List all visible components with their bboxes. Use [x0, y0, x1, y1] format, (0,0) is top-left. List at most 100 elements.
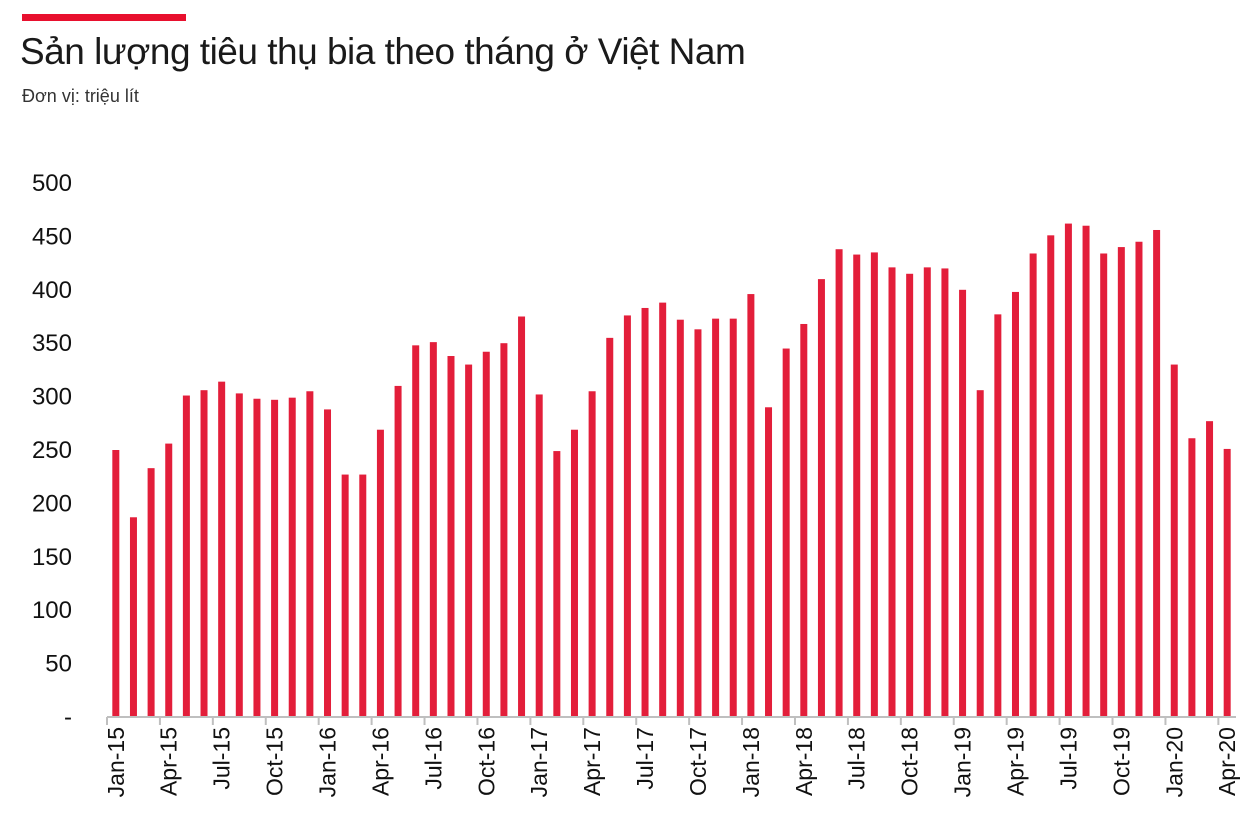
bar-Apr-17 — [588, 391, 596, 717]
x-tick-label: Jul-17 — [632, 727, 658, 790]
x-tick-label: Jan-16 — [315, 727, 341, 797]
bar-May-15 — [182, 395, 190, 717]
bar-Jul-17 — [641, 307, 649, 717]
bar-May-18 — [817, 279, 825, 717]
bar-Jul-19 — [1064, 223, 1072, 717]
bar-Jun-15 — [200, 390, 208, 717]
bar-May-17 — [606, 337, 614, 717]
bar-Apr-20 — [1223, 448, 1231, 717]
x-tick-label: Apr-18 — [791, 727, 817, 796]
accent-bar — [22, 14, 186, 21]
bar-Nov-18 — [923, 267, 931, 717]
bar-Sep-16 — [465, 364, 473, 717]
bar-Oct-15 — [271, 399, 279, 717]
bar-Mar-16 — [359, 474, 367, 717]
bar-Mar-20 — [1206, 421, 1214, 717]
bar-May-19 — [1029, 253, 1037, 718]
bar-Jan-18 — [747, 294, 755, 717]
bar-Aug-16 — [447, 356, 455, 717]
bar-Oct-19 — [1117, 247, 1125, 717]
y-tick-label: 100 — [32, 597, 72, 624]
bar-Dec-18 — [941, 268, 949, 717]
bar-Feb-18 — [765, 407, 773, 717]
bar-Feb-17 — [553, 451, 561, 717]
bar-Jul-18 — [853, 254, 861, 717]
y-tick-label: 450 — [32, 223, 72, 250]
bar-Dec-17 — [729, 318, 737, 717]
x-tick-label: Apr-20 — [1214, 727, 1240, 796]
x-tick-label: Jan-19 — [950, 727, 976, 797]
bar-Jul-15 — [218, 381, 226, 717]
y-tick-label: 250 — [32, 437, 72, 464]
x-tick-label: Apr-19 — [1002, 727, 1028, 796]
bar-Nov-16 — [500, 343, 508, 717]
bar-Mar-19 — [994, 314, 1002, 717]
bar-Sep-18 — [888, 267, 896, 717]
y-tick-label: 400 — [32, 277, 72, 304]
x-tick-label: Apr-17 — [579, 727, 605, 796]
bar-Oct-16 — [482, 351, 490, 717]
bar-May-16 — [394, 385, 402, 717]
x-tick-label: Jan-20 — [1161, 727, 1187, 797]
x-tick-label: Oct-16 — [473, 727, 499, 796]
y-tick-label: 150 — [32, 544, 72, 571]
y-tick-label: - — [64, 704, 72, 731]
bar-Apr-19 — [1011, 291, 1019, 717]
y-tick-label: 500 — [32, 170, 72, 197]
bar-Jun-18 — [835, 249, 843, 717]
x-tick-label: Jan-17 — [526, 727, 552, 797]
y-tick-label: 350 — [32, 330, 72, 357]
x-tick-label: Jul-15 — [209, 727, 235, 790]
bar-Feb-19 — [976, 390, 984, 717]
bar-series — [112, 223, 1231, 718]
bar-Feb-15 — [129, 517, 137, 717]
bar-Feb-20 — [1188, 438, 1196, 717]
x-tick-label: Oct-15 — [262, 727, 288, 796]
y-tick-label: 200 — [32, 490, 72, 517]
bar-Mar-17 — [570, 429, 578, 717]
y-tick-label: 300 — [32, 384, 72, 411]
bar-Jan-16 — [324, 409, 332, 717]
bar-Jan-20 — [1170, 364, 1178, 717]
bar-Sep-19 — [1100, 253, 1108, 718]
chart-subtitle: Đơn vị: triệu lít — [22, 86, 139, 106]
bar-Sep-15 — [253, 398, 261, 717]
bar-Apr-16 — [376, 429, 384, 717]
bar-Dec-19 — [1153, 229, 1161, 718]
x-tick-label: Oct-17 — [685, 727, 711, 796]
x-tick-label: Jul-16 — [420, 727, 446, 790]
bar-Jan-15 — [112, 450, 120, 717]
bar-Jul-16 — [429, 342, 437, 717]
bar-Nov-17 — [712, 318, 720, 717]
x-tick-label: Jul-18 — [844, 727, 870, 790]
bar-Feb-16 — [341, 474, 349, 717]
bar-Oct-18 — [906, 273, 914, 717]
bar-Apr-15 — [165, 443, 173, 717]
bar-Apr-18 — [800, 323, 808, 717]
bar-Jun-19 — [1047, 235, 1055, 717]
bar-Nov-19 — [1135, 241, 1143, 718]
bar-Nov-15 — [288, 397, 296, 717]
x-tick-label: Oct-18 — [897, 727, 923, 796]
bar-Mar-18 — [782, 348, 790, 717]
x-tick-label: Jul-19 — [1055, 727, 1081, 790]
bar-Jan-19 — [959, 289, 967, 717]
bar-Jan-17 — [535, 394, 543, 717]
x-tick-label: Apr-15 — [156, 727, 182, 796]
x-tick-label: Jan-15 — [103, 727, 129, 797]
bar-Aug-19 — [1082, 225, 1090, 717]
chart-title: Sản lượng tiêu thụ bia theo tháng ở Việt… — [20, 31, 746, 72]
bar-Aug-15 — [235, 393, 243, 717]
x-tick-label: Oct-19 — [1108, 727, 1134, 796]
y-axis: - 50 100 150 200 250 300 350 400 450 500 — [32, 170, 72, 731]
bar-Sep-17 — [676, 319, 684, 717]
bar-Jun-16 — [412, 345, 420, 717]
bar-Dec-15 — [306, 391, 314, 717]
x-tick-label: Apr-16 — [367, 727, 393, 796]
y-tick-label: 50 — [45, 651, 72, 678]
x-axis: Jan-15 Apr-15 Jul-15 Oct-15 Jan-16 Apr-16 Jul-… — [103, 717, 1240, 797]
bar-Oct-17 — [694, 329, 702, 717]
x-tick-label: Jan-18 — [738, 727, 764, 797]
bar-Jun-17 — [623, 315, 631, 717]
